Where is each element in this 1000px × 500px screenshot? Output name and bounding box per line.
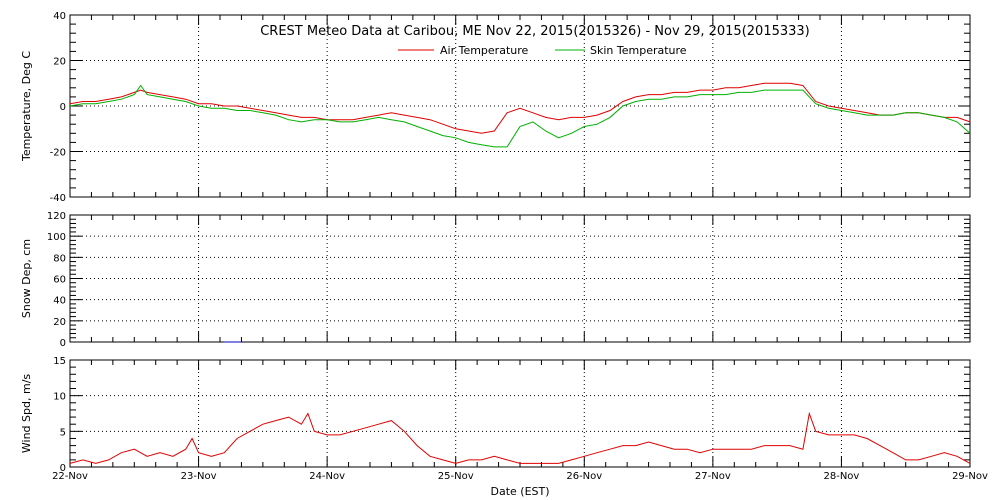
y-tick-label: -40 <box>50 193 66 204</box>
series-line-2-0 <box>69 411 971 464</box>
y-tick-label: 0 <box>60 102 66 113</box>
y-tick-label: 0 <box>60 463 66 474</box>
x-tick-label: 23-Nov <box>181 471 217 482</box>
y-tick-label: 100 <box>47 232 66 243</box>
y-tick-label: 60 <box>53 275 66 286</box>
x-tick-label: 29-Nov <box>952 471 988 482</box>
x-axis-label: Date (EST) <box>490 485 549 498</box>
y-tick-label: 40 <box>53 296 66 307</box>
x-tick-label: 25-Nov <box>438 471 474 482</box>
y-axis-label: Wind Spd, m/s <box>20 374 33 454</box>
series-line-0-1 <box>69 84 971 148</box>
y-tick-label: 10 <box>53 392 66 403</box>
plot-frame <box>69 359 971 468</box>
y-tick-label: 20 <box>53 57 66 68</box>
chart-title: CREST Meteo Data at Caribou, ME Nov 22, … <box>260 24 810 39</box>
y-tick-label: 20 <box>53 317 66 328</box>
y-tick-label: 15 <box>53 356 66 367</box>
x-tick-label: 28-Nov <box>823 471 859 482</box>
legend-label-air: Air Temperature <box>440 44 529 57</box>
y-tick-label: 40 <box>53 11 66 22</box>
temperature-panel: -40 -20 0 20 40 Temperature, Deg C <box>20 11 971 204</box>
plot-frame <box>69 214 971 343</box>
snow-depth-panel: 0 20 40 60 80 100 120 Snow Dep, cm <box>20 211 971 349</box>
y-tick-label: 0 <box>60 338 66 349</box>
y-axis-label: Snow Dep, cm <box>20 239 33 318</box>
legend-label-skin: Skin Temperature <box>590 44 687 57</box>
y-tick-label: -20 <box>50 148 66 159</box>
legend: Air Temperature Skin Temperature <box>398 44 687 57</box>
x-tick-label: 22-Nov <box>52 471 88 482</box>
y-axis-label: Temperature, Deg C <box>20 51 33 162</box>
wind-speed-panel: 0 5 10 15 Wind Spd, m/s 22-Nov 23-Nov 24-Nov 25-… <box>20 356 988 482</box>
y-tick-label: 120 <box>47 211 66 222</box>
x-tick-label: 26-Nov <box>566 471 602 482</box>
x-tick-label: 27-Nov <box>695 471 731 482</box>
y-tick-label: 80 <box>53 253 66 264</box>
y-tick-label: 5 <box>60 427 66 438</box>
x-tick-label: 24-Nov <box>309 471 345 482</box>
series-line-0-0 <box>69 82 971 134</box>
